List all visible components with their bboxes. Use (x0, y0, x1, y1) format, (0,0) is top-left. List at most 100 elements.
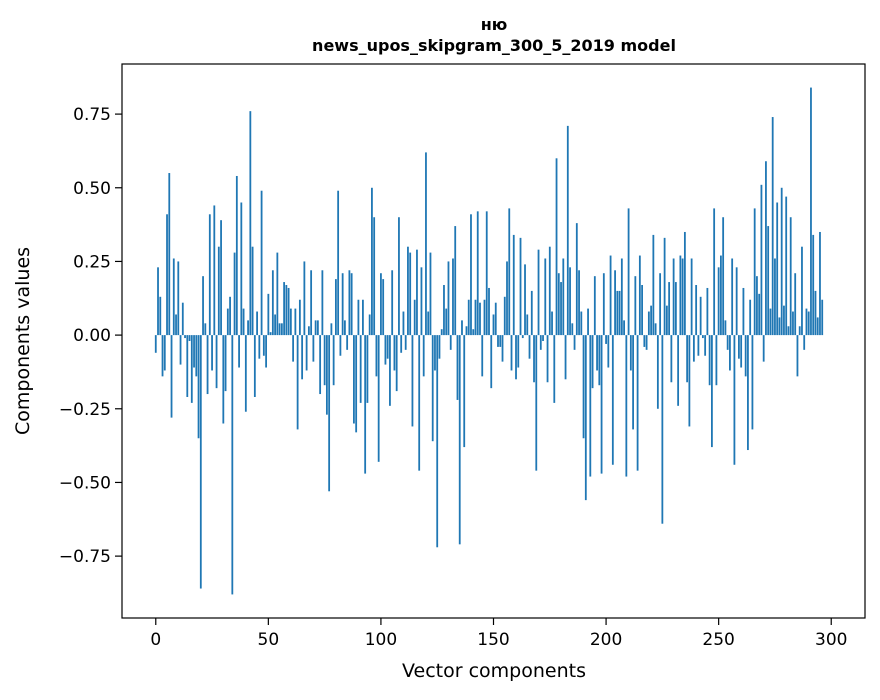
plot-frame (121, 63, 866, 619)
bar (560, 282, 562, 336)
bar (535, 335, 538, 471)
bar (573, 335, 576, 350)
bar (362, 299, 364, 336)
bar (490, 335, 493, 389)
bar (334, 279, 337, 336)
bar (681, 258, 684, 336)
bar (688, 335, 691, 427)
bar (224, 335, 227, 392)
bar (731, 258, 734, 336)
bar (454, 226, 457, 336)
bar (321, 270, 324, 336)
bar (695, 285, 698, 336)
bar (247, 320, 249, 336)
bar (580, 311, 583, 336)
bar (177, 261, 180, 336)
bar (260, 190, 263, 336)
bar (596, 335, 598, 371)
bar (584, 335, 587, 501)
bar (283, 282, 286, 336)
bar (461, 320, 463, 336)
bar (298, 299, 301, 336)
bar (346, 335, 349, 350)
bar (796, 335, 799, 377)
bar (670, 335, 673, 383)
bar (188, 335, 191, 341)
bar (294, 308, 297, 336)
bar (722, 217, 725, 336)
bar (409, 252, 412, 336)
bar (647, 311, 650, 336)
bar (440, 329, 443, 336)
bar (325, 335, 328, 415)
bar (494, 302, 497, 336)
bar (265, 335, 267, 368)
bar (328, 335, 331, 492)
chart-title: ню (481, 15, 508, 34)
bar (499, 335, 502, 347)
bar (760, 184, 763, 336)
y-axis-label: Components values (12, 247, 34, 435)
bar (704, 335, 707, 356)
bar (753, 208, 756, 336)
bar (211, 335, 213, 371)
bar (569, 267, 571, 336)
bar (170, 335, 173, 418)
bar (359, 335, 362, 403)
bar (701, 335, 704, 339)
bar (611, 335, 614, 465)
bar (467, 299, 470, 336)
bar (226, 308, 229, 336)
x-tick-label: 100 (365, 630, 397, 650)
bar (548, 246, 551, 336)
bar (801, 246, 803, 336)
bar (175, 314, 177, 336)
bar (431, 335, 434, 442)
bar (566, 125, 569, 336)
bar (208, 214, 211, 336)
x-tick-label: 50 (258, 630, 280, 650)
bar (154, 335, 157, 353)
bar (443, 285, 445, 336)
x-tick-label: 200 (590, 630, 622, 650)
bar (551, 311, 553, 336)
bar (699, 296, 702, 336)
bar (571, 323, 574, 336)
bar (339, 335, 342, 356)
bar (470, 214, 472, 336)
bar (515, 335, 517, 380)
bar (231, 335, 234, 595)
bar (609, 255, 612, 336)
bar (292, 335, 295, 362)
bar (301, 335, 304, 380)
bar (589, 335, 592, 477)
bar (593, 276, 596, 336)
bar (652, 234, 655, 336)
bar (618, 290, 621, 336)
bar (528, 335, 531, 359)
bar (289, 308, 292, 336)
bar (638, 255, 641, 336)
bar (262, 335, 265, 356)
bar (256, 311, 258, 336)
bar (380, 273, 382, 336)
y-tick-label: 0.25 (73, 252, 111, 272)
bar (564, 335, 567, 380)
bar (787, 326, 790, 336)
bar (508, 208, 511, 336)
bar (348, 270, 351, 336)
bar (711, 335, 713, 448)
y-tick-label: 0.75 (73, 105, 111, 125)
bar (456, 335, 459, 400)
bar (276, 252, 279, 336)
bar (605, 335, 607, 344)
bar (375, 335, 378, 377)
bar (382, 279, 385, 336)
bar (213, 205, 216, 336)
bar (578, 270, 580, 336)
x-axis-label: Vector components (402, 660, 586, 682)
bar (600, 335, 603, 474)
bar (614, 270, 616, 336)
bar (434, 335, 436, 371)
bar (353, 335, 355, 424)
